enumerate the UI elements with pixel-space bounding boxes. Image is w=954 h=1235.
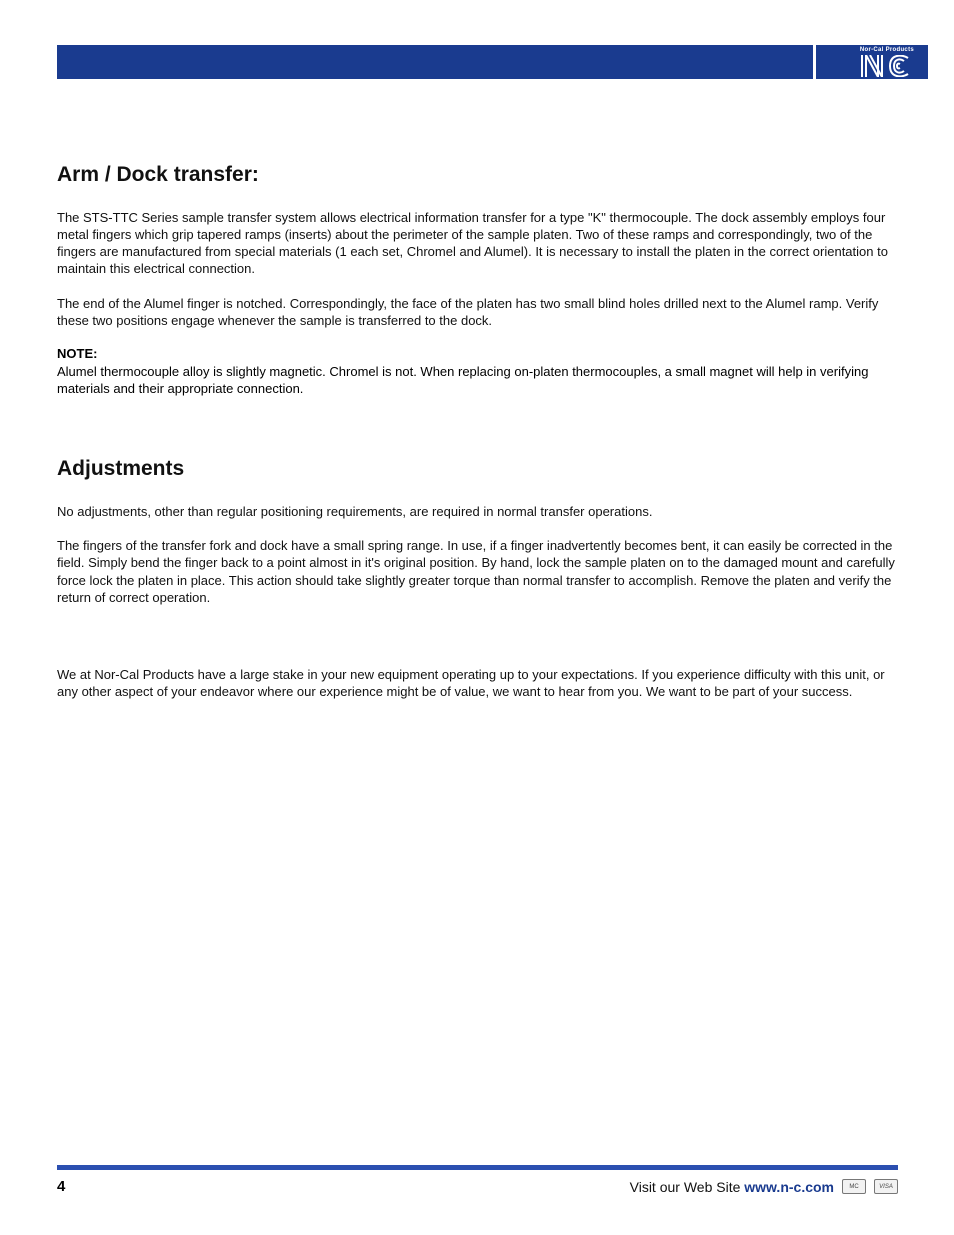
footer-url[interactable]: www.n-c.com [744,1179,834,1195]
page-content: Arm / Dock transfer: The STS-TTC Series … [57,163,898,717]
section-adjustments: Adjustments No adjustments, other than r… [57,457,898,606]
page-number: 4 [57,1178,65,1195]
heading-adjustments: Adjustments [57,457,898,481]
brand-logo: Nor-Cal Products [860,47,914,77]
note-body: Alumel thermocouple alloy is slightly ma… [57,363,898,397]
body-text: The fingers of the transfer fork and doc… [57,537,898,606]
brand-name: Nor-Cal Products [860,47,914,53]
visit-label: Visit our Web Site [630,1179,745,1195]
footer-right: Visit our Web Site www.n-c.com MC VISA [630,1179,898,1195]
body-text: No adjustments, other than regular posit… [57,503,898,520]
visa-icon: VISA [874,1179,898,1194]
closing-paragraph: We at Nor-Cal Products have a large stak… [57,666,898,700]
footer-web-line: Visit our Web Site www.n-c.com [630,1179,834,1195]
header-band [57,45,928,79]
body-text: The STS-TTC Series sample transfer syste… [57,209,898,278]
header-divider [813,45,816,79]
body-text: The end of the Alumel finger is notched.… [57,295,898,329]
page-footer: 4 Visit our Web Site www.n-c.com MC VISA [57,1178,898,1195]
heading-arm-dock: Arm / Dock transfer: [57,163,898,187]
note-block: NOTE: Alumel thermocouple alloy is sligh… [57,346,898,397]
body-text: We at Nor-Cal Products have a large stak… [57,666,898,700]
note-label: NOTE: [57,346,898,363]
footer-rule [57,1165,898,1170]
nc-logo-icon [860,55,910,77]
mastercard-icon: MC [842,1179,866,1194]
